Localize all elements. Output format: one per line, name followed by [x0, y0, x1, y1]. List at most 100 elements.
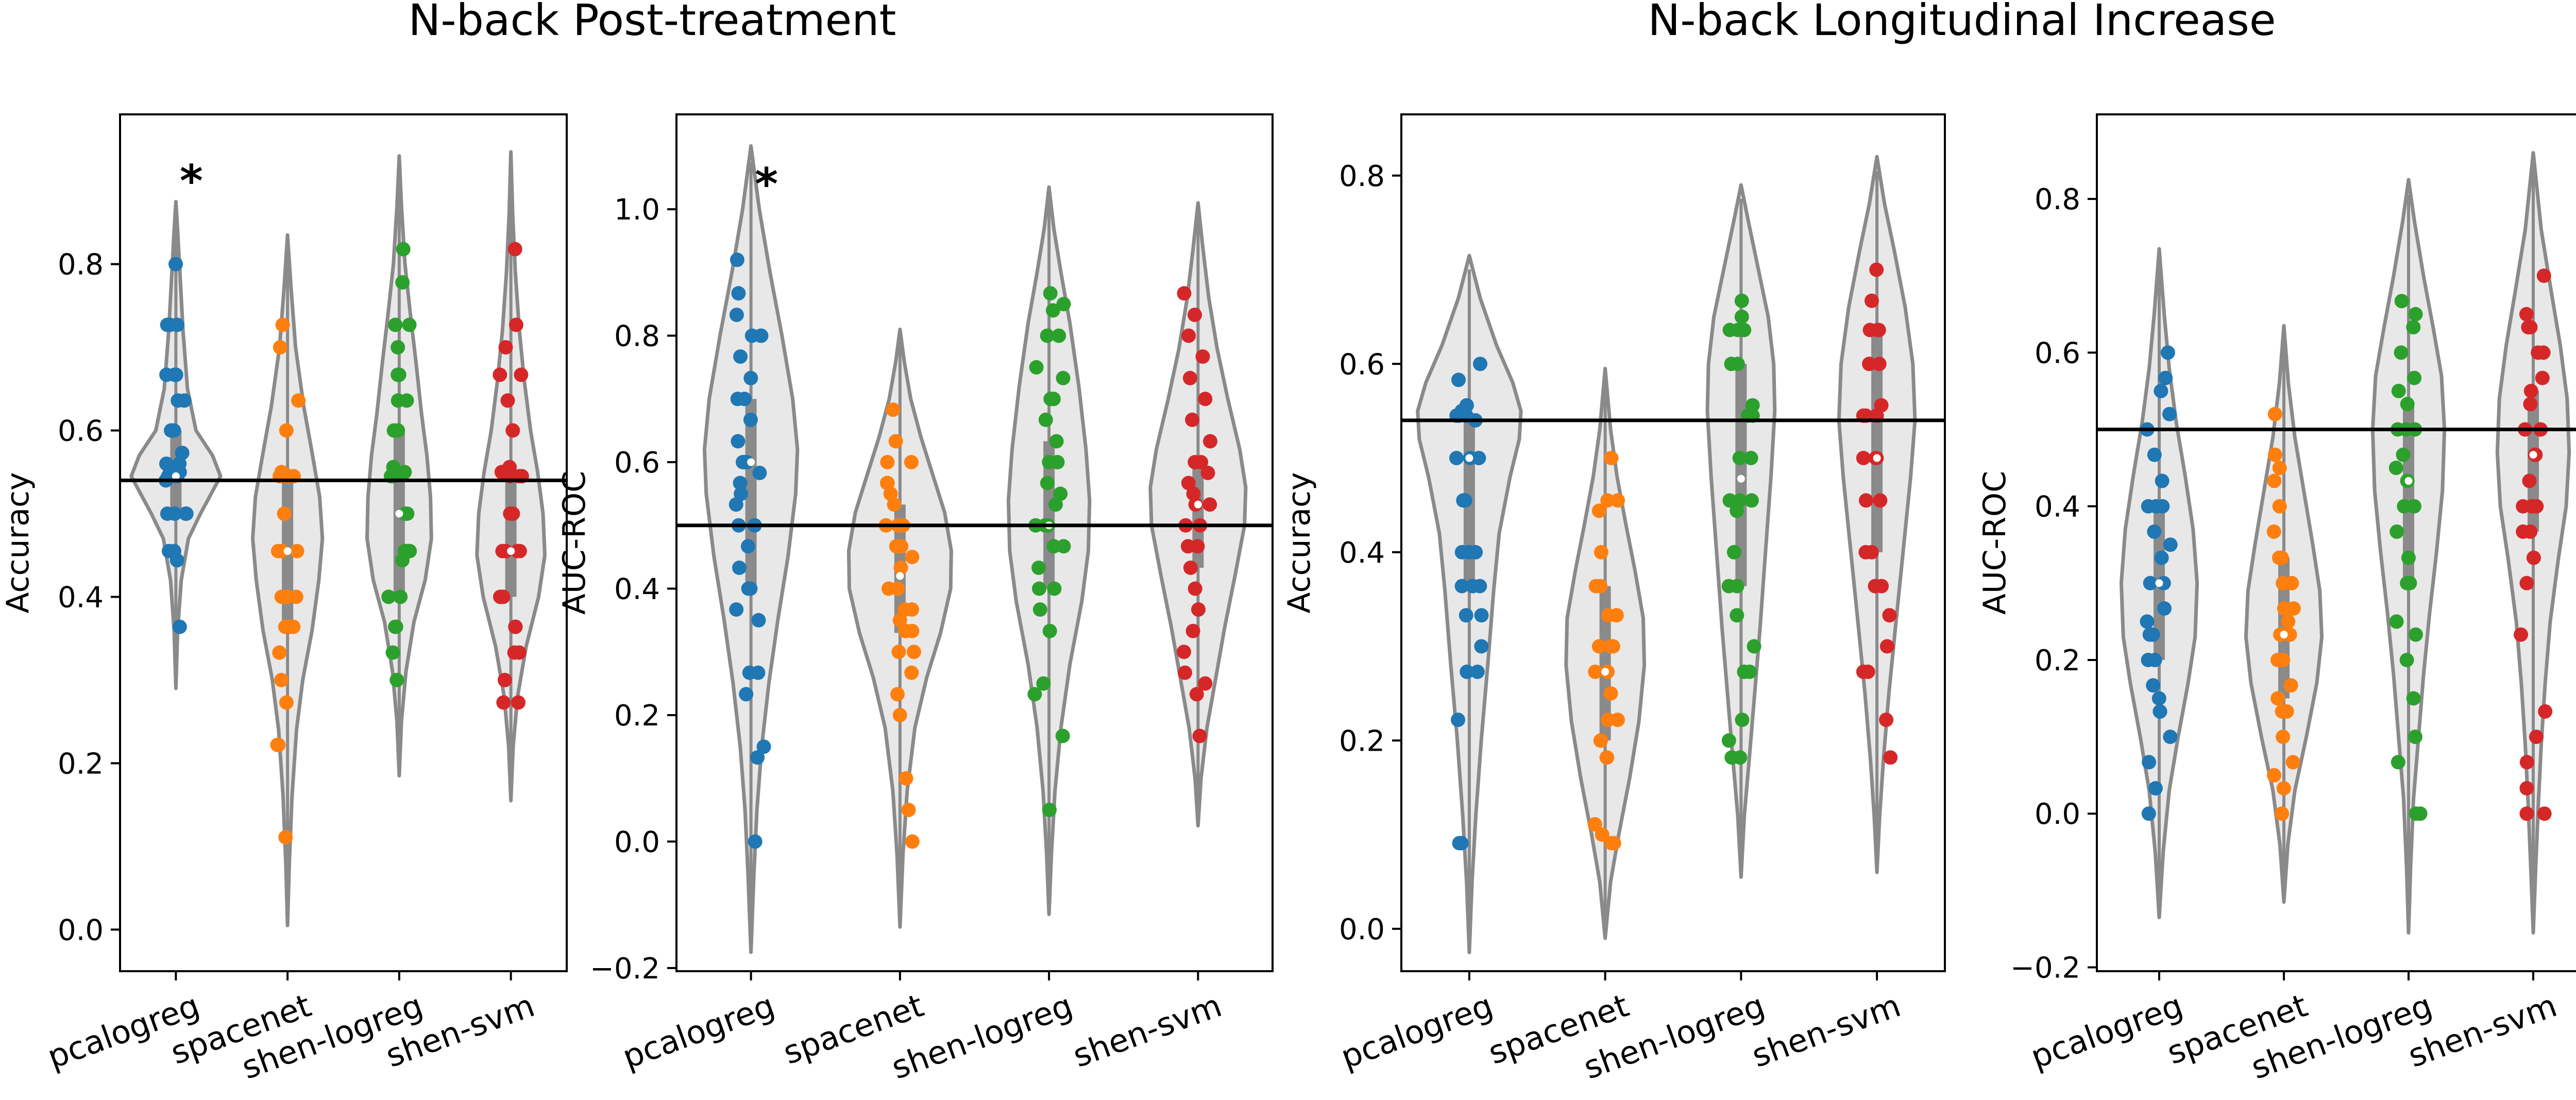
- point-spacenet: [904, 665, 919, 680]
- point-shen-logreg: [1046, 392, 1061, 407]
- point-spacenet: [290, 544, 304, 559]
- point-spacenet: [2267, 768, 2281, 783]
- point-pcalogreg: [728, 497, 743, 512]
- point-shen-logreg: [381, 589, 396, 604]
- point-spacenet: [1591, 639, 1606, 654]
- point-pcalogreg: [731, 434, 745, 449]
- y-tick-label: 0.2: [58, 747, 104, 781]
- point-pcalogreg: [748, 834, 762, 849]
- point-shen-logreg: [2394, 345, 2409, 360]
- title-longitudinal-increase: N-back Longitudinal Increase: [1648, 0, 2276, 45]
- point-spacenet: [906, 645, 921, 659]
- point-shen-logreg: [395, 553, 410, 568]
- point-pcalogreg: [737, 455, 752, 469]
- point-pcalogreg: [2147, 447, 2162, 462]
- point-shen-logreg: [2399, 653, 2414, 667]
- y-tick-label: −0.2: [2010, 952, 2080, 985]
- point-shen-logreg: [2402, 576, 2417, 590]
- title-post-treatment: N-back Post-treatment: [409, 0, 896, 45]
- point-shen-svm: [2536, 268, 2551, 283]
- point-pcalogreg: [179, 506, 194, 521]
- point-spacenet: [890, 687, 905, 702]
- point-pcalogreg: [733, 349, 748, 364]
- point-spacenet: [2272, 461, 2287, 476]
- point-pcalogreg: [1451, 713, 1465, 727]
- y-tick-label: 0.8: [614, 320, 660, 353]
- point-pcalogreg: [164, 423, 178, 438]
- point-shen-logreg: [1031, 561, 1046, 575]
- point-shen-logreg: [1730, 608, 1744, 623]
- point-pcalogreg: [1473, 357, 1487, 371]
- point-pcalogreg: [171, 393, 185, 408]
- point-pcalogreg: [2140, 614, 2155, 629]
- y-tick-label: 0.4: [58, 581, 104, 614]
- point-spacenet: [2282, 627, 2297, 642]
- point-spacenet: [275, 317, 290, 332]
- point-shen-svm: [1182, 370, 1197, 385]
- point-shen-svm: [1198, 392, 1213, 407]
- axes-frame: [675, 113, 1274, 972]
- median-marker-shen-svm: [1194, 500, 1202, 509]
- point-shen-logreg: [2394, 294, 2409, 309]
- point-shen-logreg: [1038, 412, 1053, 427]
- point-shen-logreg: [2389, 524, 2404, 539]
- point-shen-logreg: [2407, 370, 2421, 385]
- point-shen-logreg: [1029, 360, 1044, 375]
- point-pcalogreg: [2160, 345, 2175, 360]
- point-spacenet: [905, 834, 920, 849]
- point-spacenet: [1588, 579, 1603, 594]
- point-shen-svm: [1871, 323, 1886, 337]
- point-spacenet: [273, 340, 287, 355]
- point-shen-logreg: [388, 317, 403, 332]
- point-pcalogreg: [172, 619, 187, 634]
- point-spacenet: [274, 672, 289, 687]
- point-shen-logreg: [395, 275, 410, 290]
- point-shen-svm: [1185, 412, 1200, 427]
- point-shen-svm: [2523, 320, 2538, 335]
- point-spacenet: [1601, 608, 1616, 623]
- point-spacenet: [899, 771, 913, 786]
- point-shen-logreg: [2388, 461, 2403, 476]
- point-spacenet: [274, 589, 289, 604]
- y-tick-label: 0.8: [1339, 160, 1385, 193]
- panel-1: 0.00.20.40.60.8pcalogregspacenetshen-log…: [0, 113, 568, 1087]
- point-spacenet: [897, 602, 912, 617]
- point-shen-svm: [1203, 434, 1217, 449]
- point-pcalogreg: [756, 739, 771, 754]
- point-shen-logreg: [1055, 729, 1070, 743]
- point-pcalogreg: [741, 581, 756, 596]
- point-pcalogreg: [170, 553, 184, 568]
- point-spacenet: [1588, 664, 1603, 679]
- point-shen-logreg: [385, 645, 400, 660]
- median-marker-spacenet: [896, 572, 904, 580]
- point-shen-logreg: [1052, 328, 1066, 343]
- median-marker-pcalogreg: [172, 472, 180, 480]
- point-spacenet: [1591, 503, 1606, 518]
- point-shen-svm: [1189, 687, 1204, 702]
- point-shen-logreg: [1043, 286, 1058, 301]
- point-pcalogreg: [1472, 579, 1487, 594]
- point-shen-logreg: [1721, 733, 1736, 748]
- y-tick-label: 0.2: [2035, 644, 2080, 678]
- median-marker-shen-logreg: [395, 510, 403, 518]
- point-shen-logreg: [1042, 623, 1057, 638]
- point-shen-svm: [1177, 286, 1192, 301]
- point-shen-logreg: [1056, 297, 1071, 312]
- point-shen-svm: [2526, 550, 2541, 565]
- point-shen-logreg: [391, 393, 405, 408]
- point-spacenet: [905, 550, 920, 565]
- point-spacenet: [1600, 493, 1615, 508]
- point-pcalogreg: [2154, 550, 2169, 565]
- point-pcalogreg: [2163, 730, 2178, 744]
- y-axis-label: Accuracy: [1281, 472, 1317, 614]
- point-spacenet: [2281, 614, 2296, 629]
- point-shen-svm: [1181, 476, 1196, 490]
- point-spacenet: [291, 393, 306, 408]
- point-spacenet: [274, 544, 289, 559]
- point-spacenet: [2285, 755, 2300, 770]
- point-pcalogreg: [2163, 537, 2178, 552]
- point-shen-svm: [1862, 357, 1877, 371]
- point-shen-svm: [2516, 524, 2531, 539]
- point-spacenet: [279, 695, 294, 710]
- point-pcalogreg: [741, 539, 755, 554]
